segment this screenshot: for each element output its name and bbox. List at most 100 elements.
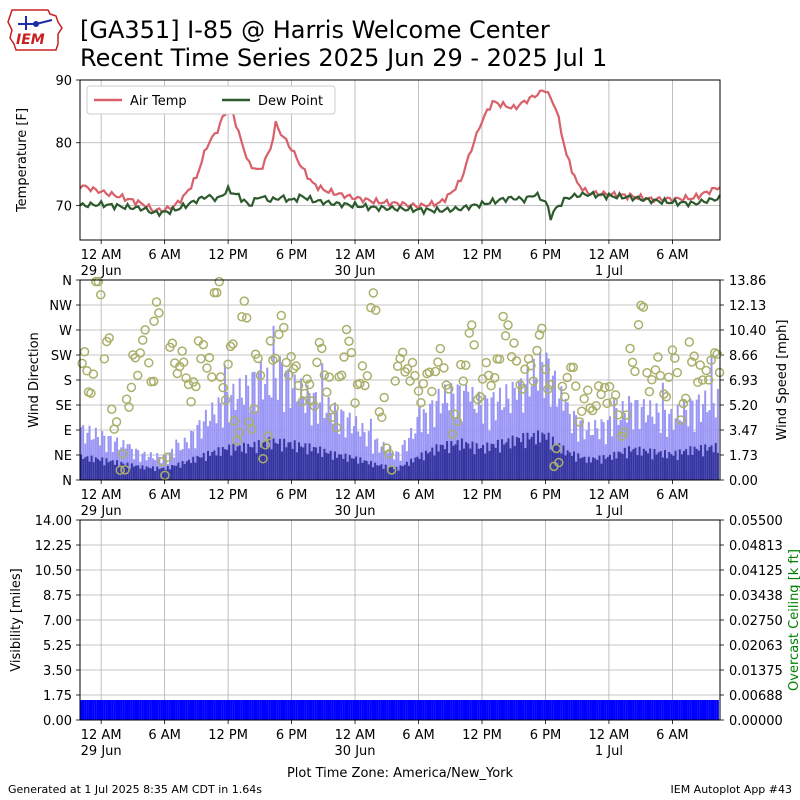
x-tick-label: 6 PM xyxy=(276,248,307,263)
wind-speed-bar xyxy=(187,459,190,480)
visibility-bar xyxy=(655,700,658,720)
wind-speed-bar xyxy=(479,448,482,480)
wind-direction-point xyxy=(537,323,547,334)
visibility-bar xyxy=(236,700,239,720)
wind-direction-point xyxy=(473,394,483,405)
wind-direction-point xyxy=(444,384,454,394)
wind-direction-point xyxy=(672,367,683,378)
wind-speed-bar xyxy=(306,454,309,480)
x-tick-label: 12 AM xyxy=(335,728,376,743)
visibility-bar xyxy=(185,700,188,720)
wind-gust-bar xyxy=(683,400,686,480)
visibility-bar xyxy=(325,700,328,720)
visibility-bar xyxy=(579,700,582,720)
wind-speed-bar xyxy=(630,451,633,480)
visibility-bar xyxy=(450,700,453,720)
wind-speed-bar xyxy=(422,460,425,480)
visibility-bar xyxy=(221,700,224,720)
wind-gust-bar xyxy=(505,384,508,480)
wind-gust-bar xyxy=(560,386,563,480)
wind-direction-point xyxy=(291,361,301,371)
x-tick-label: 12 AM xyxy=(589,488,630,503)
visibility-bar xyxy=(261,700,265,720)
wind-gust-bar xyxy=(124,448,127,480)
wind-gust-bar xyxy=(534,379,537,480)
visibility-bar xyxy=(581,700,584,720)
wind-speed-bar xyxy=(456,440,459,480)
wind-direction-point xyxy=(124,402,134,412)
wind-speed-bar xyxy=(670,454,673,480)
y-tick-label: N xyxy=(62,274,72,289)
visibility-bar xyxy=(517,700,521,720)
wind-speed-bar xyxy=(181,461,184,480)
wind-gust-bar xyxy=(101,431,104,480)
wind-gust-bar xyxy=(520,378,523,480)
wind-speed-bar xyxy=(568,452,571,480)
wind-speed-bar xyxy=(687,455,690,480)
visibility-bar xyxy=(378,700,381,720)
wind-direction-point xyxy=(239,296,250,306)
wind-speed-bar xyxy=(329,450,332,480)
wind-speed-bar xyxy=(602,455,605,480)
wind-direction-point xyxy=(228,339,238,349)
wind-speed-bar xyxy=(518,437,521,480)
wind-speed-bar xyxy=(350,458,353,480)
wind-gust-bar xyxy=(336,411,339,480)
visibility-bar xyxy=(534,700,537,720)
visibility-bar xyxy=(291,700,294,720)
visibility-bar xyxy=(278,700,281,720)
wind-direction-point xyxy=(427,386,437,397)
wind-speed-bar xyxy=(272,438,275,480)
wind-gust-bar xyxy=(676,404,679,480)
wind-speed-bar xyxy=(283,438,286,480)
wind-speed-bar xyxy=(587,456,590,480)
wind-gust-bar xyxy=(484,395,487,480)
wind-direction-point xyxy=(625,343,635,354)
wind-speed-bar xyxy=(228,444,231,480)
wind-direction-point xyxy=(670,353,680,363)
wind-direction-point xyxy=(613,410,623,420)
wind-speed-bar xyxy=(141,465,144,480)
visibility-bar xyxy=(663,700,666,720)
wind-direction-point xyxy=(395,353,405,364)
visibility-bar xyxy=(96,700,99,720)
wind-direction-point xyxy=(234,427,245,437)
visibility-bar xyxy=(706,700,709,720)
visibility-bar xyxy=(289,700,292,720)
wind-speed-bar xyxy=(503,444,506,480)
visibility-bar xyxy=(530,700,533,720)
wind-speed-bar xyxy=(520,442,523,480)
wind-speed-bar xyxy=(589,462,592,480)
wind-speed-bar xyxy=(194,462,197,480)
visibility-bar xyxy=(661,700,664,720)
visibility-bar xyxy=(376,700,379,720)
wind-direction-point xyxy=(177,346,187,356)
wind-speed-bar xyxy=(490,443,493,480)
wind-speed-bar xyxy=(644,450,647,480)
wind-gust-bar xyxy=(680,421,683,480)
wind-direction-point xyxy=(466,320,477,330)
wind-speed-bar xyxy=(498,452,501,480)
wind-speed-bar xyxy=(99,460,102,480)
y-tick-label: 10.50 xyxy=(35,564,72,579)
visibility-bar xyxy=(101,700,104,720)
visibility-bar xyxy=(651,700,654,720)
wind-speed-bar xyxy=(342,458,345,480)
wind-speed-bar xyxy=(545,439,548,480)
wind-gust-bar xyxy=(350,433,353,480)
y-right-tick-label: 0.01375 xyxy=(729,664,783,679)
visibility-bar xyxy=(361,700,364,720)
wind-speed-bar xyxy=(443,449,446,480)
wind-speed-bar xyxy=(558,443,561,480)
wind-gust-bar xyxy=(556,406,559,480)
x-tick-label: 6 AM xyxy=(148,728,181,743)
wind-direction-point xyxy=(405,376,415,386)
wind-gust-bar xyxy=(251,372,254,480)
wind-gust-bar xyxy=(628,396,631,480)
wind-direction-point xyxy=(433,357,443,367)
visibility-bar xyxy=(153,700,157,720)
wind-speed-bar xyxy=(683,451,686,480)
wind-gust-bar xyxy=(410,428,413,480)
wind-speed-bar xyxy=(276,443,279,480)
wind-speed-bar xyxy=(596,460,599,480)
